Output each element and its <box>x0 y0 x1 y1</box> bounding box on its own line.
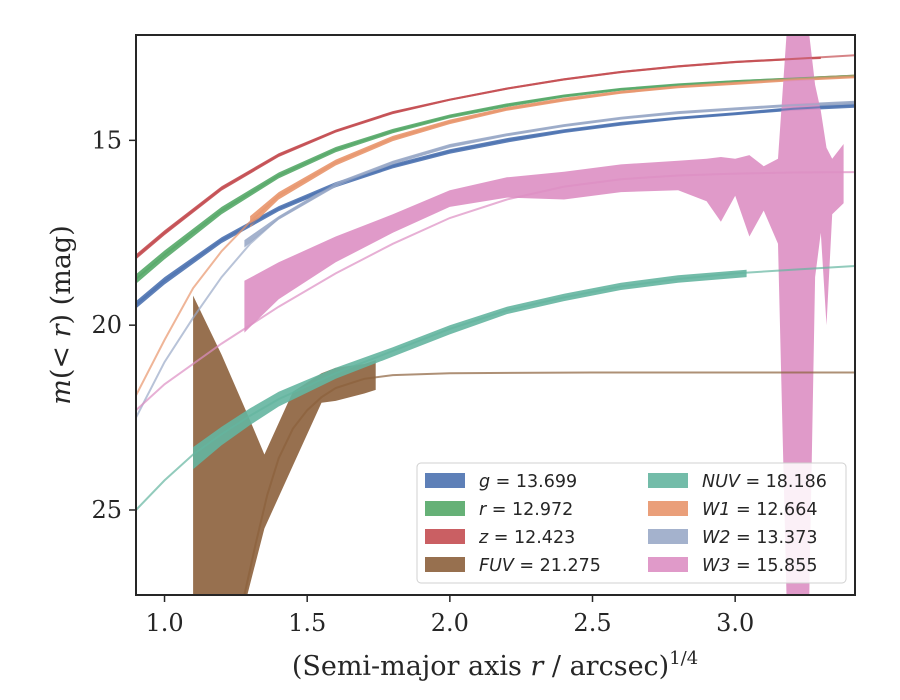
legend-swatch-g <box>425 473 465 488</box>
y-tick-label: 15 <box>91 126 122 154</box>
y-tick-label: 25 <box>91 496 122 524</box>
plot-frame <box>135 34 856 596</box>
model-curve-g <box>136 104 855 306</box>
x-tick-label: 2.0 <box>431 609 469 637</box>
legend-swatch-r <box>425 501 465 516</box>
x-tick-label: 1.5 <box>288 609 326 637</box>
x-tick-label: 3.0 <box>716 609 754 637</box>
model-curve-r <box>136 74 855 280</box>
band-g <box>136 102 855 309</box>
legend-label-w3: W3 = 15.855 <box>702 556 817 576</box>
legend-label-r: r = 12.972 <box>479 500 573 520</box>
y-tick-label: 20 <box>91 311 122 339</box>
x-tick-label: 2.5 <box>573 609 611 637</box>
legend-swatch-w3 <box>648 557 688 572</box>
legend-swatch-nuv <box>648 473 688 488</box>
y-axis-label: m(< r) (mag) <box>46 225 77 404</box>
legend-label-w1: W1 = 12.664 <box>702 500 817 520</box>
model-curve-z <box>136 54 855 258</box>
model-curve-fuv <box>243 371 855 595</box>
legend-swatch-w2 <box>648 529 688 544</box>
legend-swatch-fuv <box>425 557 465 572</box>
model-curve-nuv <box>136 265 855 511</box>
x-tick-label: 1.0 <box>145 609 183 637</box>
model-curve-w3 <box>136 171 855 411</box>
x-axis-label: (Semi-major axis r / arcsec)1/4 <box>292 648 698 682</box>
model-curve-w2 <box>136 101 855 419</box>
x-axis-ticks: 1.0 1.5 2.0 2.5 3.0 <box>145 595 754 637</box>
legend: g = 13.699 r = 12.972 z = 12.423 FUV = 21.2… <box>416 462 847 584</box>
model-curve-w1 <box>136 75 855 396</box>
y-axis-ticks: 15 20 25 <box>91 126 136 524</box>
legend-label-nuv: NUV = 18.186 <box>702 472 827 492</box>
legend-label-g: g = 13.699 <box>479 472 577 492</box>
model-curves <box>136 54 855 595</box>
legend-label-w2: W2 = 13.373 <box>702 528 817 548</box>
legend-label-z: z = 12.423 <box>478 528 575 548</box>
legend-label-fuv: FUV = 21.275 <box>479 556 601 576</box>
legend-swatch-w1 <box>648 501 688 516</box>
legend-box <box>416 462 847 584</box>
legend-swatch-z <box>425 529 465 544</box>
